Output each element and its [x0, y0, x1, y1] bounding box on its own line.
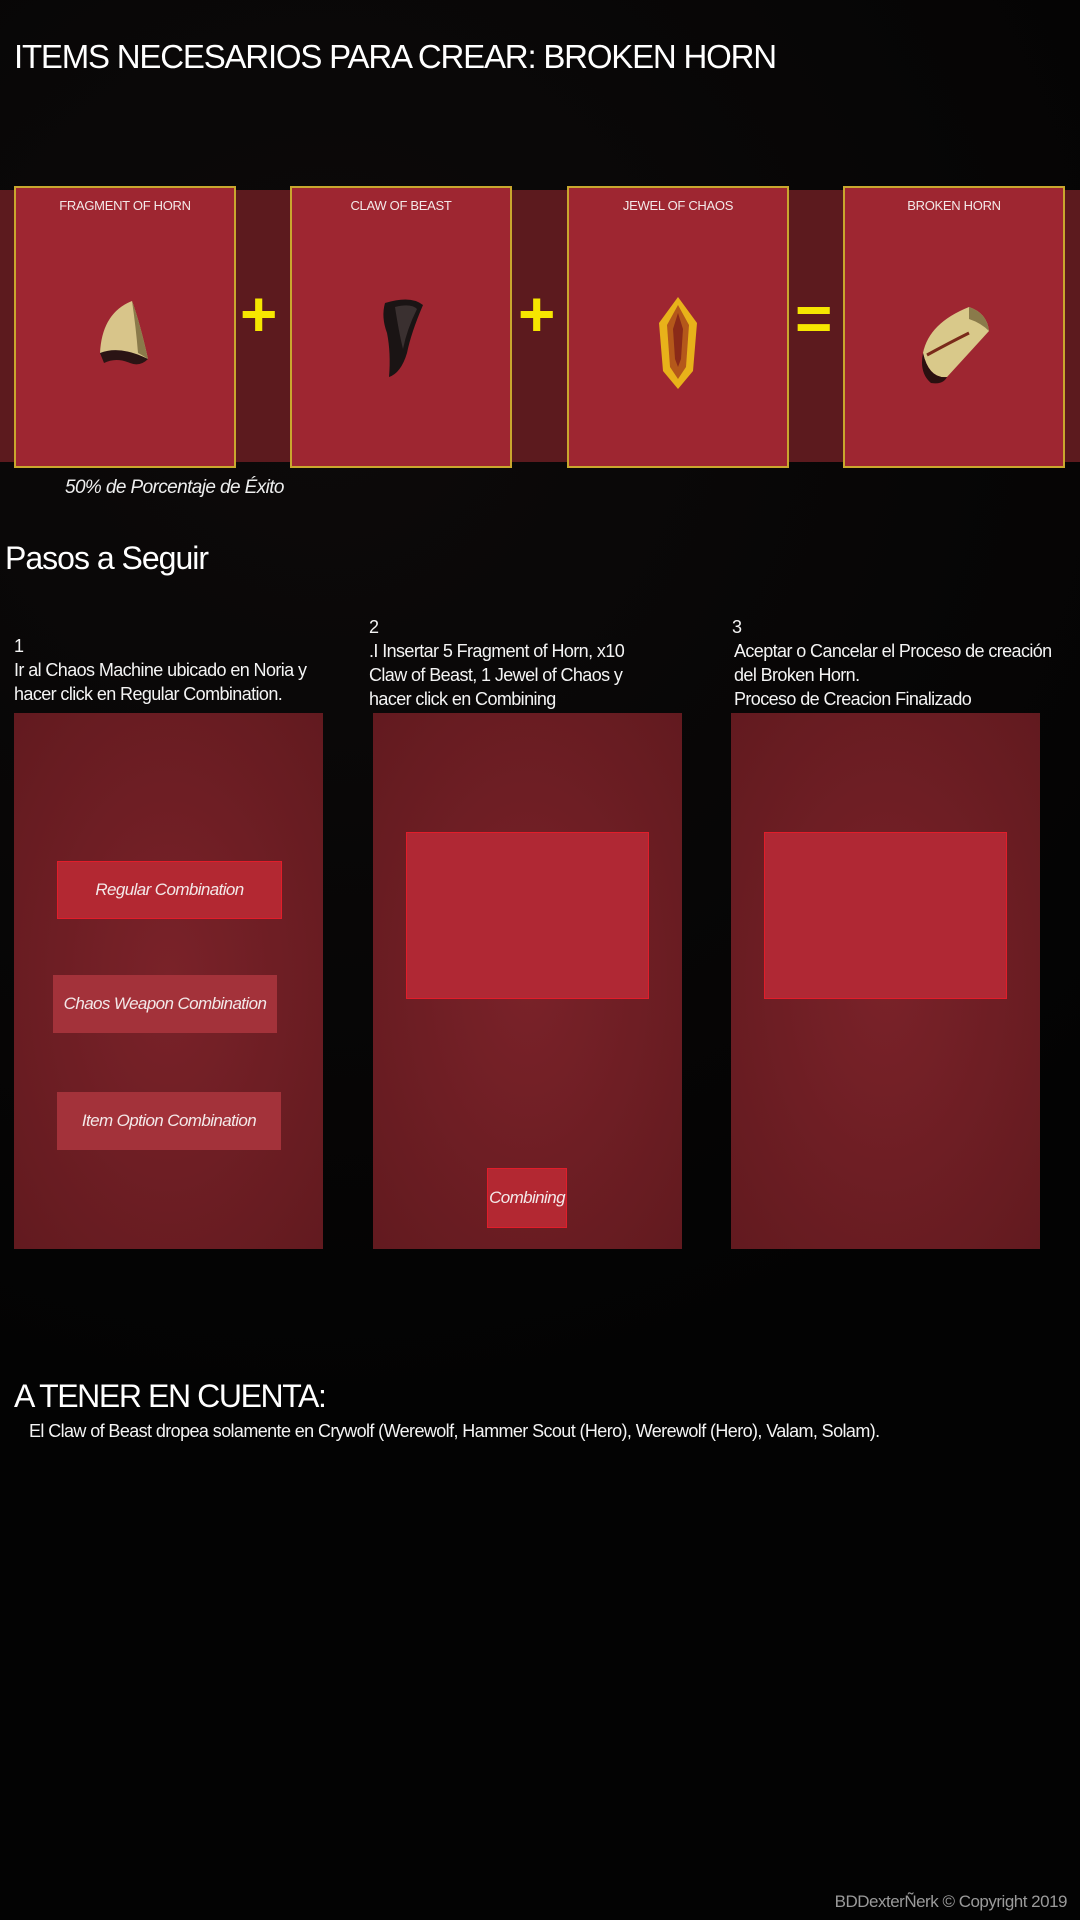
- item-name: BROKEN HORN: [907, 198, 1001, 213]
- combination-slot-area[interactable]: [764, 832, 1007, 999]
- chaos-machine-result-panel: [731, 713, 1040, 1249]
- item-card-fragment-of-horn: FRAGMENT OF HORN: [14, 186, 236, 468]
- equals-operator: =: [795, 282, 833, 354]
- note-title: A TENER EN CUENTA:: [14, 1378, 327, 1414]
- combining-button[interactable]: Combining: [487, 1168, 567, 1228]
- jewel-of-chaos-icon: [659, 297, 697, 389]
- chaos-weapon-combination-button[interactable]: Chaos Weapon Combination: [53, 975, 277, 1033]
- broken-horn-icon: [922, 307, 989, 384]
- step-3-number: 3: [732, 617, 742, 637]
- plus-operator: +: [518, 278, 556, 350]
- page-title: ITEMS NECESARIOS PARA CREAR: BROKEN HORN: [14, 38, 777, 75]
- item-name: CLAW OF BEAST: [350, 198, 452, 213]
- step-1-text: Ir al Chaos Machine ubicado en Noria y h…: [14, 660, 307, 704]
- item-card-broken-horn: BROKEN HORN: [843, 186, 1065, 468]
- fragment-of-horn-icon: [100, 301, 148, 365]
- chaos-machine-inventory-panel: Combining: [373, 713, 682, 1249]
- regular-combination-button[interactable]: Regular Combination: [57, 861, 282, 919]
- success-rate: 50% de Porcentaje de Éxito: [65, 477, 284, 498]
- steps-title: Pasos a Seguir: [5, 540, 209, 576]
- step-2-number: 2: [369, 617, 379, 637]
- item-name: JEWEL OF CHAOS: [622, 198, 734, 213]
- plus-operator: +: [240, 278, 278, 350]
- step-1-number: 1: [14, 636, 24, 656]
- step-3-text: Aceptar o Cancelar el Proceso de creació…: [734, 641, 1052, 709]
- item-card-jewel-of-chaos: JEWEL OF CHAOS: [567, 186, 789, 468]
- step-2-text: .I Insertar 5 Fragment of Horn, x10 Claw…: [369, 641, 625, 709]
- claw-of-beast-icon: [383, 299, 423, 377]
- chaos-machine-menu-panel: Regular Combination Chaos Weapon Combina…: [14, 713, 323, 1249]
- item-option-combination-button[interactable]: Item Option Combination: [57, 1092, 281, 1150]
- note-text: El Claw of Beast dropea solamente en Cry…: [29, 1421, 880, 1441]
- combination-slot-area[interactable]: [406, 832, 649, 999]
- copyright: BDDexterÑerk © Copyright 2019: [834, 1892, 1068, 1911]
- item-card-claw-of-beast: CLAW OF BEAST: [290, 186, 512, 468]
- item-name: FRAGMENT OF HORN: [59, 198, 191, 213]
